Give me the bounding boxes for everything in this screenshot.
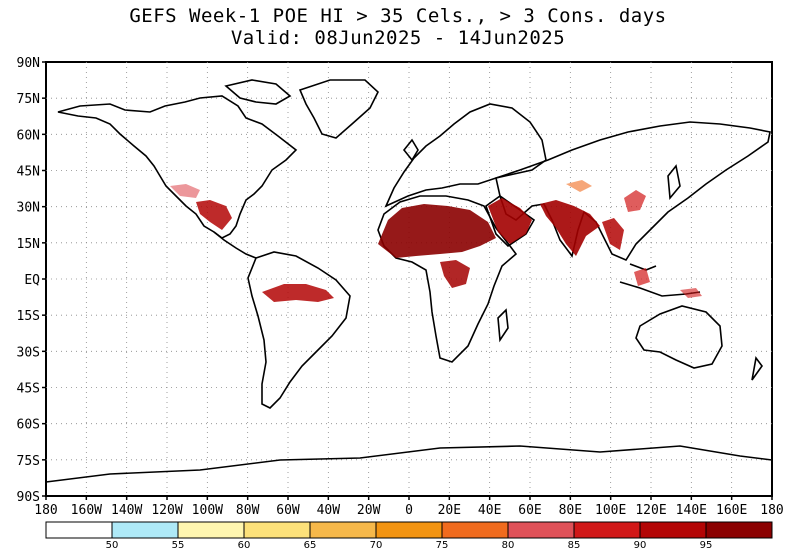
lat-label: 90N: [17, 56, 40, 71]
lat-label: 15S: [17, 309, 40, 324]
british-isles: [402, 138, 419, 162]
sahel-hotspot: [378, 204, 496, 258]
color-swatch: [375, 521, 443, 539]
indochina-hotspot: [602, 218, 624, 250]
color-label: 70: [370, 540, 383, 551]
lat-label: 15N: [17, 237, 40, 252]
color-swatch: [243, 521, 311, 539]
lat-label: 60N: [17, 128, 40, 143]
color-swatch: [507, 521, 575, 539]
color-swatch: [111, 521, 179, 539]
amazon-hotspot: [262, 284, 334, 302]
color-legend: [45, 521, 773, 539]
color-swatch: [639, 521, 707, 539]
mexico-hotspot: [196, 200, 232, 230]
greenland-outline: [298, 79, 379, 139]
arabia-hotspot: [488, 198, 532, 244]
color-label: 85: [568, 540, 581, 551]
color-swatch: [441, 521, 509, 539]
lon-label: 160E: [716, 503, 747, 518]
us-plains-hotspot: [170, 184, 200, 198]
lat-label: 75S: [17, 454, 40, 469]
south-america-outline: [247, 251, 351, 409]
arctic-islands: [224, 79, 292, 105]
lon-label: 60E: [518, 503, 541, 518]
lat-label: 45S: [17, 382, 40, 397]
madagascar-outline: [497, 308, 509, 343]
chart-subtitle: Valid: 08Jun2025 - 14Jun2025: [230, 27, 566, 49]
lat-label: 90S: [17, 490, 40, 505]
probability-shading: [170, 180, 702, 302]
lon-label: 80E: [559, 503, 582, 518]
color-label: 50: [106, 540, 119, 551]
lat-label: 75N: [17, 92, 40, 107]
lon-label: 20W: [357, 503, 381, 518]
color-swatch: [177, 521, 245, 539]
mongolia-hotspot: [566, 180, 592, 192]
lat-label: 30N: [17, 201, 40, 216]
arabia-outline: [485, 195, 536, 248]
lat-label: EQ: [24, 273, 40, 288]
longitude-axis: 180 160W 140W 120W 100W 80W 60W 40W 20W 0 20E 40E 60…: [34, 496, 784, 518]
lon-label: 160W: [71, 503, 102, 518]
lon-label: 180: [760, 503, 783, 518]
australia-outline: [635, 305, 723, 369]
color-swatch: [309, 521, 377, 539]
africa-outline: [377, 195, 518, 363]
lat-label: 60S: [17, 418, 40, 433]
central-africa-hotspot: [440, 260, 470, 288]
lon-label: 120W: [151, 503, 182, 518]
lon-label: 100E: [595, 503, 626, 518]
color-label: 80: [502, 540, 515, 551]
europe-outline: [384, 103, 547, 208]
latitude-axis: 90N 75N 60N 45N 30N 15N EQ 15S 30S 45S 60S 75S 90S: [17, 56, 46, 505]
color-label: 95: [700, 540, 713, 551]
lon-label: 20E: [438, 503, 461, 518]
color-label: 75: [436, 540, 449, 551]
lon-label: 40W: [317, 503, 341, 518]
color-label: 65: [304, 540, 317, 551]
north-america-outline: [57, 95, 298, 239]
antarctica-outline: [45, 445, 773, 483]
lon-label: 120E: [635, 503, 666, 518]
color-label: 55: [172, 540, 185, 551]
chart-title: GEFS Week-1 POE HI > 35 Cels., > 3 Cons.…: [129, 5, 667, 27]
lon-label: 40E: [478, 503, 501, 518]
australia-north-hotspot: [680, 288, 702, 298]
lon-label: 100W: [192, 503, 223, 518]
lon-label: 0: [405, 503, 413, 518]
india-hotspot: [540, 200, 600, 256]
lon-label: 140E: [676, 503, 707, 518]
color-swatch: [573, 521, 641, 539]
china-hotspot: [624, 190, 646, 212]
lon-label: 140W: [111, 503, 142, 518]
japan-outline: [667, 164, 681, 200]
borneo-hotspot: [634, 268, 650, 286]
color-swatch: [45, 521, 113, 539]
color-label: 90: [634, 540, 647, 551]
lon-label: 180: [34, 503, 57, 518]
lon-label: 80W: [236, 503, 260, 518]
lon-label: 60W: [276, 503, 300, 518]
color-legend-labels: 50 55 60 65 70 75 80 85 90 95: [106, 540, 713, 551]
central-america-outline: [213, 231, 257, 259]
lat-label: 45N: [17, 165, 40, 180]
new-zealand-outline: [751, 356, 763, 381]
color-label: 60: [238, 540, 251, 551]
lat-label: 30S: [17, 345, 40, 360]
color-swatch: [705, 521, 773, 539]
